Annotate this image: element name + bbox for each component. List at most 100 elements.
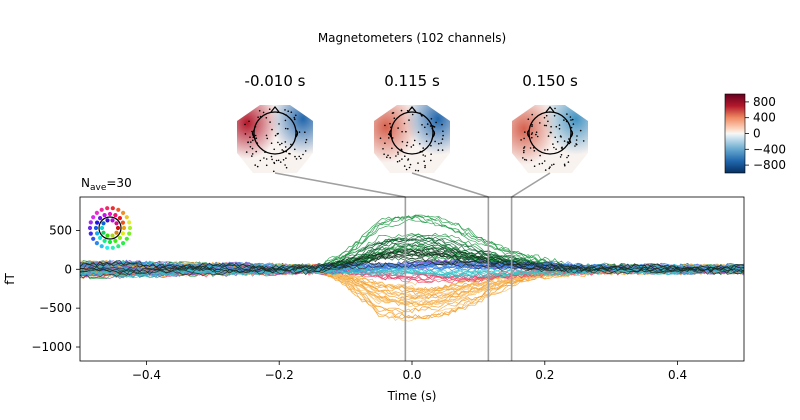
right-ear-outline	[295, 129, 299, 138]
sensor-dot	[400, 109, 403, 112]
topomap-field-blob	[237, 105, 279, 159]
sensor-legend-dot	[124, 215, 129, 220]
sensor-dot	[424, 126, 426, 129]
sensor-dot	[535, 131, 538, 133]
sensor-dot	[397, 151, 399, 153]
sensor-dot	[397, 153, 399, 155]
nave-annotation: Nave=30	[81, 176, 132, 193]
sensor-dot	[442, 130, 444, 132]
right-ear-outline	[570, 129, 574, 138]
sensor-dot	[422, 154, 425, 156]
sensor-dot	[270, 155, 273, 158]
sensor-dot	[252, 139, 254, 142]
sensor-dot	[295, 114, 297, 117]
sensor-dot	[257, 116, 259, 118]
sensor-dot	[265, 158, 268, 160]
sensor-dot	[387, 154, 389, 157]
sensor-dot	[559, 156, 562, 158]
channel-trace-8-2	[80, 254, 744, 275]
sensor-legend-dot	[113, 213, 118, 218]
sensor-legend-dot	[94, 210, 99, 215]
sensor-dot	[566, 141, 569, 143]
sensor-dot	[411, 113, 414, 116]
sensor-legend-dot	[102, 213, 107, 218]
sensor-dot	[278, 123, 280, 125]
channel-trace-8-7	[80, 250, 744, 275]
sensor-dot	[405, 144, 408, 147]
head-outline	[390, 111, 434, 155]
sensor-dot	[430, 153, 432, 155]
sensor-dot	[441, 138, 444, 140]
connector-line-2	[511, 172, 551, 198]
head-outline	[253, 111, 297, 155]
channel-traces	[80, 214, 744, 322]
sensor-legend-dot	[110, 233, 115, 238]
sensor-dot	[282, 159, 285, 161]
sensor-dot	[536, 135, 539, 138]
sensor-legend-dot	[87, 225, 93, 231]
sensor-dot	[553, 115, 556, 117]
sensor-dot	[295, 158, 298, 160]
channel-trace-7-7	[80, 265, 744, 279]
topomap-field-blob	[271, 105, 313, 155]
sensor-dot	[429, 125, 432, 127]
sensor-dot	[539, 154, 541, 157]
sensor-dot	[549, 166, 551, 168]
sensor-dot	[409, 163, 412, 166]
sensor-dot	[441, 123, 443, 126]
topomap-field-blob	[406, 105, 450, 155]
sensor-dot	[569, 116, 572, 118]
sensor-legend-dot	[105, 233, 110, 238]
sensor-dot	[244, 133, 247, 135]
sensor-dot	[250, 141, 252, 143]
colorbar-tick-label: −800	[753, 158, 786, 172]
sensor-dot	[531, 132, 534, 134]
sensor-dot	[530, 133, 533, 135]
sensor-dot	[567, 154, 570, 157]
sensor-dot	[417, 162, 419, 164]
sensor-legend-dot	[105, 218, 110, 223]
sensor-dot	[265, 117, 268, 119]
topomap-time-label: 0.115 s	[384, 72, 440, 90]
sensor-dot	[430, 118, 433, 120]
sensor-dot	[430, 159, 432, 162]
evoked-plot: Nave=30 −0.4 −0.2 0.0 0.2 0.4 5000−500−1000 …	[3, 176, 745, 403]
sensor-dot	[543, 124, 546, 127]
sensor-legend-dot	[120, 220, 125, 225]
sensor-legend-dot	[124, 236, 129, 241]
sensor-dot	[265, 134, 268, 137]
y-tick-label: −500	[39, 301, 72, 315]
sensor-dot	[529, 147, 532, 149]
sensor-dot	[285, 157, 287, 159]
sensor-dot	[571, 118, 574, 121]
sensor-dot	[285, 166, 288, 169]
sensor-dot	[304, 150, 307, 152]
sensor-dot	[404, 155, 406, 157]
sensor-dot	[555, 148, 557, 150]
channel-trace-8-6	[80, 259, 744, 273]
sensor-dot	[438, 142, 440, 145]
sensor-dot	[435, 121, 437, 124]
sensor-dot	[284, 141, 287, 143]
sensor-dot	[254, 134, 257, 137]
sensor-dot	[543, 160, 546, 162]
sensor-dot	[560, 154, 563, 156]
sensor-dot	[395, 155, 397, 157]
sensor-dot	[274, 134, 277, 137]
sensor-dot	[400, 148, 403, 151]
sensor-dot	[251, 147, 254, 150]
sensor-dot	[422, 147, 425, 149]
sensor-dot	[579, 129, 582, 132]
sensor-dot	[414, 169, 417, 172]
connector-line-1	[411, 172, 489, 198]
sensor-dot	[271, 158, 273, 161]
sensor-legend-dot	[95, 220, 100, 225]
sensor-legend-dot	[91, 236, 96, 241]
sensor-dot	[413, 139, 416, 142]
sensor-dot	[549, 131, 552, 134]
sensor-dot	[437, 149, 440, 151]
sensor-legend-dot	[127, 231, 132, 236]
sensor-legend-dot	[105, 245, 110, 250]
sensor-dot	[408, 166, 411, 169]
